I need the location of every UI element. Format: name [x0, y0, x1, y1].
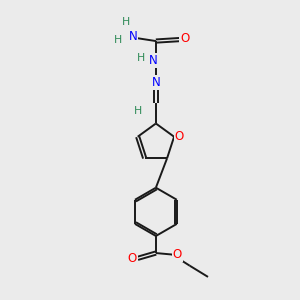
Text: H: H: [136, 53, 145, 63]
Text: N: N: [128, 29, 137, 43]
Text: H: H: [134, 106, 142, 116]
Text: H: H: [122, 17, 130, 27]
Text: O: O: [173, 248, 182, 261]
Text: O: O: [180, 32, 189, 46]
Text: N: N: [149, 54, 158, 67]
Text: N: N: [152, 76, 160, 89]
Text: H: H: [113, 35, 122, 45]
Text: O: O: [128, 252, 137, 266]
Text: O: O: [175, 130, 184, 143]
